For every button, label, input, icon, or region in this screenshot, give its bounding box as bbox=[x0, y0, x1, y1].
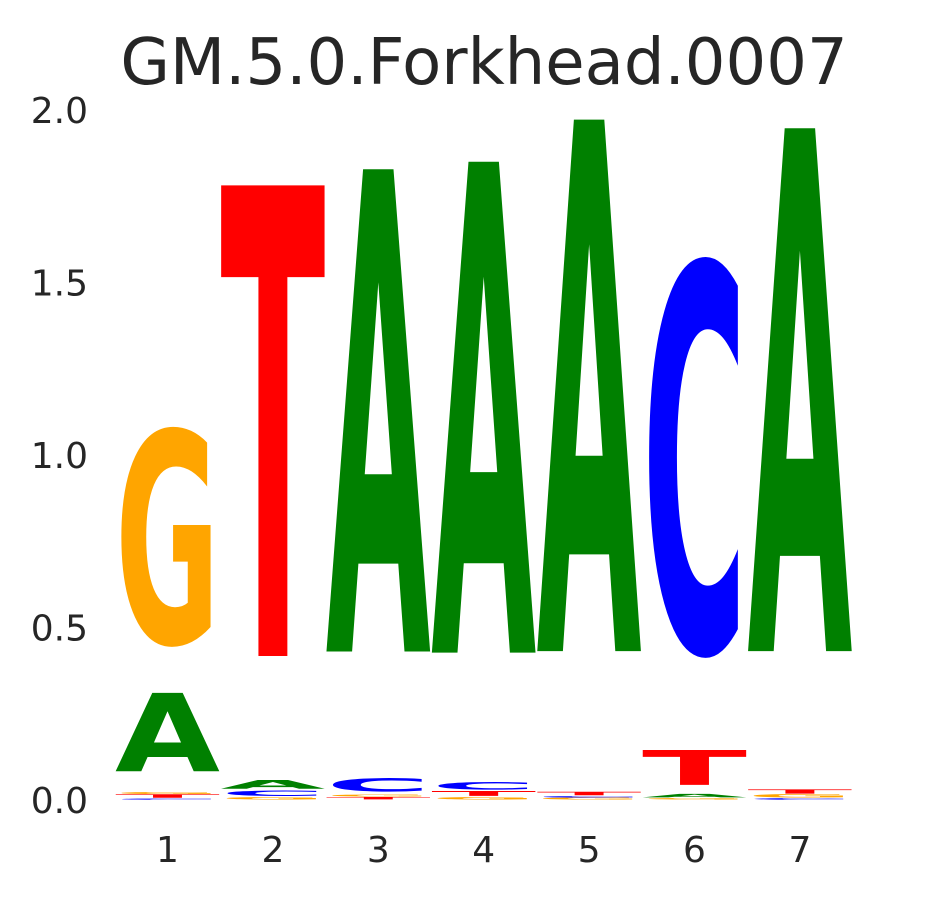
logo-letter-A: A bbox=[642, 793, 747, 799]
y-axis-ticks: 0.0 0.5 1.0 1.5 2.0 bbox=[31, 91, 88, 822]
x-axis-ticks: 1 2 3 4 5 6 7 bbox=[156, 830, 811, 871]
logo-letter-C: C bbox=[115, 798, 220, 800]
logo-letter-C: C bbox=[220, 789, 325, 797]
logo-letter-C: C bbox=[747, 798, 852, 800]
logo-letter-A: A bbox=[747, 0, 853, 821]
chart-title: GM.5.0.Forkhead.0007 bbox=[120, 26, 847, 100]
logo-letter-T: T bbox=[431, 790, 536, 798]
logo-letter-A: A bbox=[115, 671, 220, 797]
logo-letter-T: T bbox=[642, 740, 747, 796]
x-tick-label: 1 bbox=[156, 830, 179, 871]
logo-letter-G: G bbox=[220, 796, 325, 800]
logo-letter-C: C bbox=[642, 159, 747, 776]
logo-letter-T: T bbox=[220, 56, 326, 808]
logo-letter-G: G bbox=[115, 372, 220, 711]
logo-letter-G: G bbox=[115, 791, 220, 794]
y-tick-label: 1.0 bbox=[31, 436, 88, 477]
x-tick-label: 3 bbox=[367, 830, 390, 871]
logo-letter-C: C bbox=[431, 780, 536, 792]
y-tick-label: 0.0 bbox=[31, 781, 88, 822]
logo-letter-T: T bbox=[115, 793, 220, 799]
x-tick-label: 5 bbox=[578, 830, 601, 871]
logo-letter-T: T bbox=[747, 788, 852, 795]
logo-letter-G: G bbox=[537, 797, 642, 800]
x-tick-label: 4 bbox=[472, 830, 495, 871]
x-tick-label: 6 bbox=[683, 830, 706, 871]
logo-letter-A: A bbox=[326, 38, 432, 808]
logo-letter-G: G bbox=[642, 798, 747, 800]
y-tick-label: 1.5 bbox=[31, 264, 88, 305]
logo-letter-G: G bbox=[747, 794, 852, 799]
logo-letter-C: C bbox=[537, 796, 642, 798]
logo-letter-T: T bbox=[537, 791, 642, 797]
logo-letter-G: G bbox=[431, 796, 536, 800]
logo-letter-A: A bbox=[537, 0, 643, 824]
y-tick-label: 0.5 bbox=[31, 609, 88, 650]
logo-letter-C: C bbox=[326, 775, 431, 796]
y-tick-label: 2.0 bbox=[31, 91, 88, 132]
logo-letter-T: T bbox=[326, 796, 431, 800]
x-tick-label: 7 bbox=[788, 830, 811, 871]
logo-letter-A: A bbox=[431, 27, 537, 812]
logo-letter-G: G bbox=[326, 794, 431, 797]
x-tick-label: 2 bbox=[261, 830, 284, 871]
logo-letter-A: A bbox=[220, 778, 326, 792]
